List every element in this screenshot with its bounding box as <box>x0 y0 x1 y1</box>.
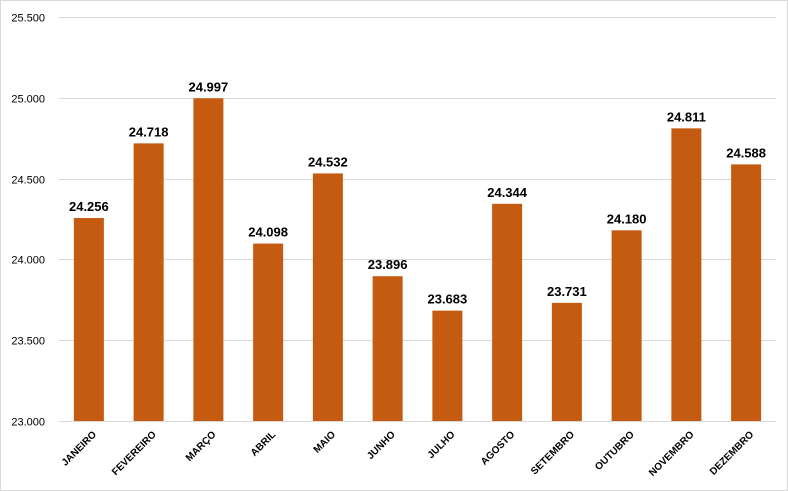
category-label: JUNHO <box>365 429 398 462</box>
category-label: SETEMBRO <box>529 429 577 477</box>
category-label: DEZEMBRO <box>708 429 756 477</box>
bar-outubro <box>611 230 642 421</box>
data-label: 24.997 <box>188 79 228 94</box>
y-tick-label: 25.000 <box>11 94 45 106</box>
data-label: 23.683 <box>427 292 467 307</box>
bar-novembro <box>671 128 702 421</box>
y-tick-label: 23.500 <box>11 336 45 348</box>
bars <box>73 98 762 422</box>
x-axis-categories: JANEIRO FEVEREIRO MARÇO ABRIL MAIO JUNHO JULHO… <box>60 429 757 479</box>
y-tick-label: 24.500 <box>11 175 45 187</box>
category-label: OUTUBRO <box>593 429 637 473</box>
bar-agosto <box>492 203 523 421</box>
category-label: ABRIL <box>249 429 278 458</box>
category-label: MARÇO <box>184 429 219 464</box>
bar-julho <box>432 310 463 421</box>
data-label: 24.180 <box>607 211 647 226</box>
bar-dezembro <box>731 164 762 421</box>
bar-maio <box>312 173 343 421</box>
y-tick-label: 25.500 <box>11 13 45 25</box>
gridlines <box>59 17 776 422</box>
bar-junho <box>372 276 403 421</box>
data-label: 24.256 <box>69 199 109 214</box>
data-label: 24.718 <box>129 124 169 139</box>
bar-setembro <box>551 302 582 421</box>
data-label: 23.896 <box>368 257 408 272</box>
data-label: 24.532 <box>308 154 348 169</box>
category-label: JULHO <box>426 429 458 461</box>
bar-fevereiro <box>133 143 164 421</box>
data-label: 24.811 <box>667 109 706 124</box>
category-label: JANEIRO <box>60 429 99 468</box>
category-label: MAIO <box>312 429 338 455</box>
bar-março <box>193 98 224 422</box>
y-axis-ticks: 23.000 23.500 24.000 24.500 25.000 25.500 <box>11 13 45 429</box>
y-tick-label: 23.000 <box>11 417 45 429</box>
data-label: 24.344 <box>487 185 528 200</box>
category-label: FEVEREIRO <box>110 429 159 478</box>
y-tick-label: 24.000 <box>11 255 45 267</box>
bar-abril <box>253 243 284 421</box>
data-label: 24.098 <box>248 225 288 240</box>
category-label: NOVEMBRO <box>647 429 697 479</box>
data-labels: 24.256 24.718 24.997 24.098 24.532 23.896 23.6… <box>69 79 766 306</box>
bar-janeiro <box>73 218 104 421</box>
data-label: 24.588 <box>726 145 766 160</box>
category-label: AGOSTO <box>479 429 517 467</box>
data-label: 23.731 <box>547 284 587 299</box>
